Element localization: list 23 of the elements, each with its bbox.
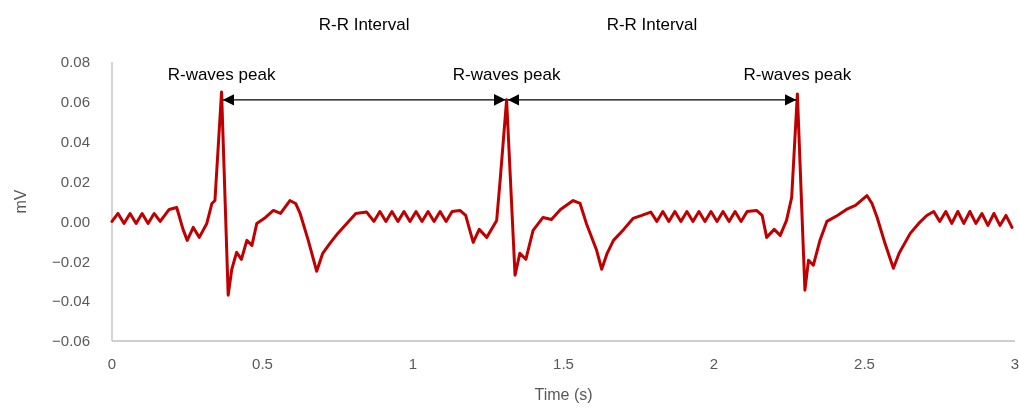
x-tick-label: 1 (408, 355, 418, 372)
y-tick-label: −0.06 (52, 332, 90, 350)
x-tick-label: 0 (107, 355, 117, 372)
x-tick-label: 2 (709, 355, 719, 372)
y-axis-title: mV (12, 189, 29, 214)
y-tick-label: 0.00 (60, 212, 90, 230)
y-tick-label: 0.02 (60, 172, 90, 190)
y-tick-label: 0.04 (60, 132, 90, 150)
x-tick-label: 0.5 (252, 355, 273, 372)
y-tick-label: −0.04 (52, 292, 90, 310)
annotation: R-waves peak (452, 64, 561, 84)
line-series (110, 90, 1014, 297)
annotation: R-waves peak (743, 64, 852, 84)
x-tick-label: 1.5 (553, 355, 574, 372)
x-tick-label: 3 (1010, 355, 1019, 372)
x-tick-label: 2.5 (854, 355, 875, 372)
annotation: R-waves peak (167, 64, 276, 84)
text: R-R Interval (606, 15, 698, 34)
y-tick-label: 0.06 (60, 93, 90, 111)
x-axis-title: Time (s) (534, 386, 593, 403)
text: R-R Interval (318, 15, 410, 34)
y-tick-label: −0.02 (52, 252, 90, 270)
y-tick-label: 0.08 (60, 53, 90, 71)
